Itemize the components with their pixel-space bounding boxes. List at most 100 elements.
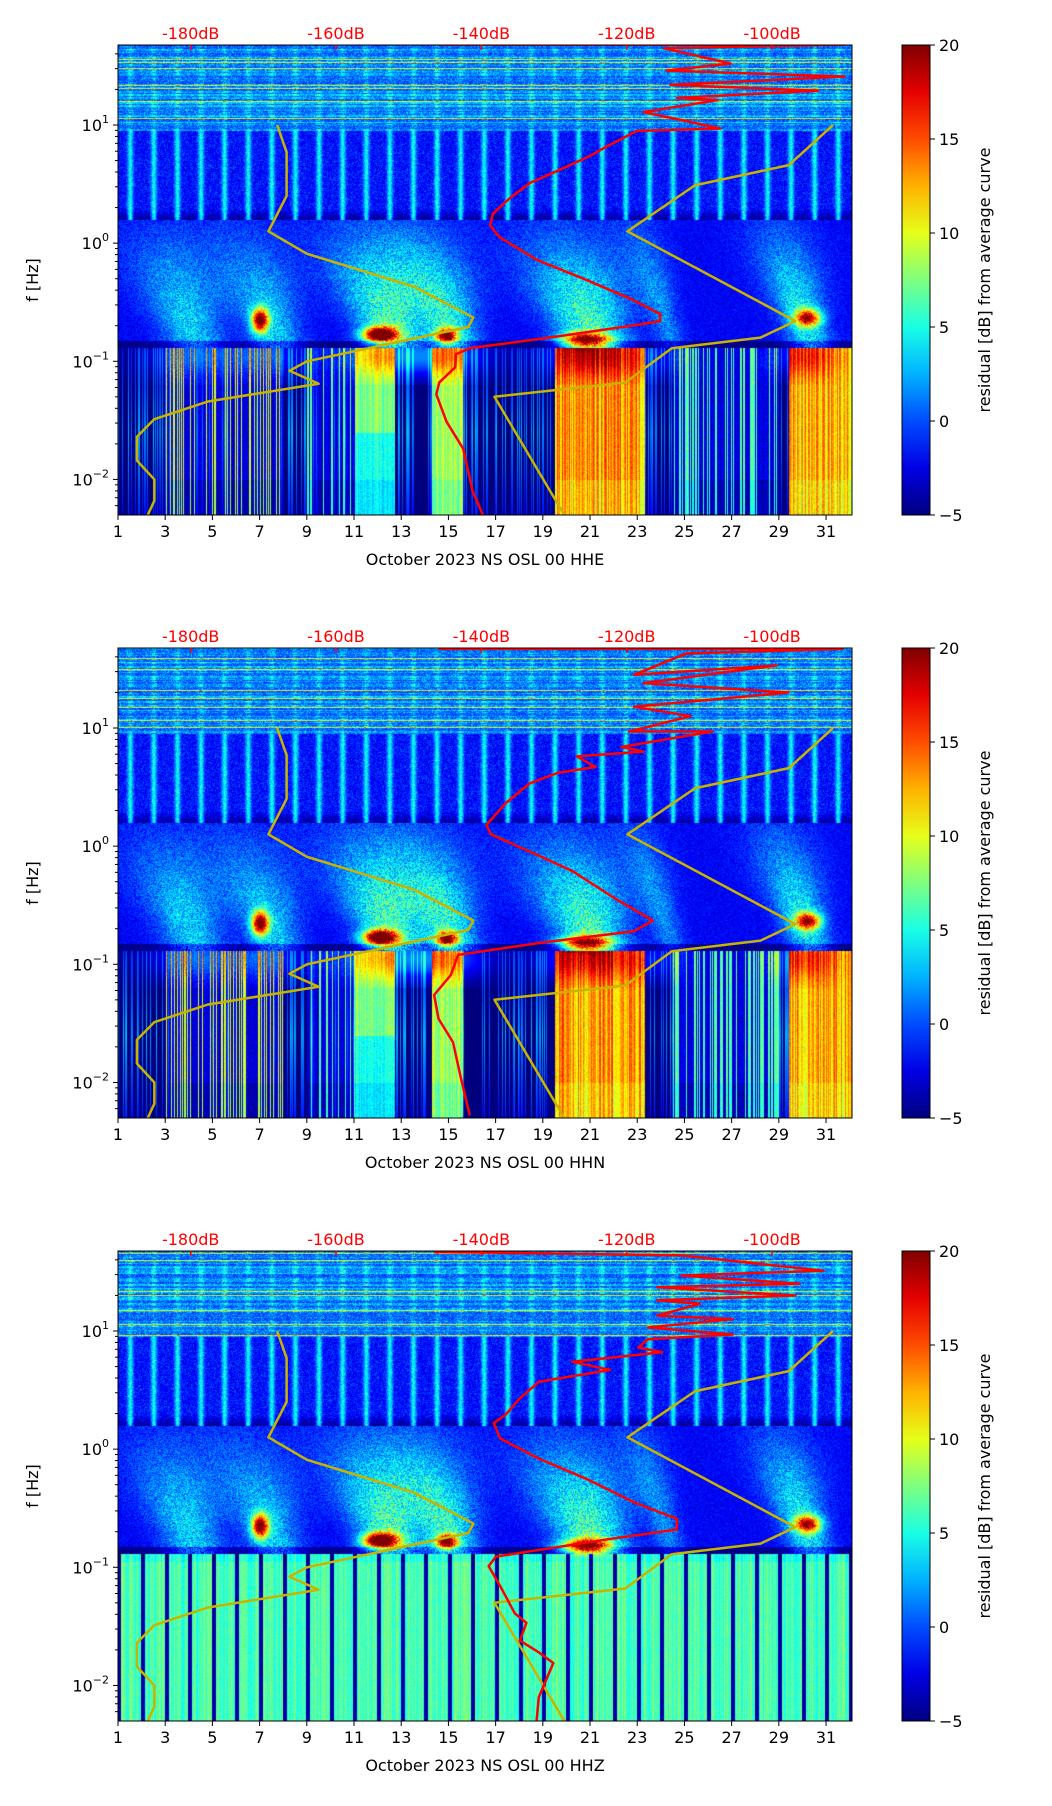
spectrogram-panel-hhn: -180dB -160dB -140dB -120dB -100dB 1 3 5 7 9 11 13 1… <box>0 603 1052 1203</box>
colorbar-tick-label: 5 <box>939 318 949 337</box>
y-axis-tick-label: 10−2 <box>72 1070 109 1092</box>
x-axis-tick-label: 29 <box>769 1125 789 1144</box>
spectrogram-heatmap <box>118 45 852 515</box>
colorbar-tick-label: −5 <box>939 506 963 525</box>
y-tick-exponent: 1 <box>102 716 109 729</box>
y-axis-tick-label: 101 <box>82 1319 109 1341</box>
top-axis-tick-label: -100dB <box>743 627 800 646</box>
y-axis-tick-label: 101 <box>82 113 109 135</box>
x-axis-tick-label: 21 <box>580 1125 600 1144</box>
high-noise-model-curve <box>493 727 834 1118</box>
y-axis-label: f [Hz] <box>23 1464 42 1508</box>
top-axis-tick-label: -160dB <box>307 24 364 43</box>
x-axis-tick-label: 23 <box>627 522 647 541</box>
median-psd-curve <box>435 45 846 515</box>
x-axis-tick-label: 29 <box>769 522 789 541</box>
y-tick-base: 10 <box>82 1440 102 1459</box>
spectrogram-heatmap <box>118 648 852 1118</box>
x-axis-label: October 2023 NS OSL 00 HHZ <box>365 1756 604 1775</box>
x-axis-tick-label: 19 <box>533 1125 553 1144</box>
x-axis-tick-label: 5 <box>207 1125 217 1144</box>
x-axis-tick-label: 31 <box>816 1728 836 1747</box>
y-tick-base: 10 <box>82 719 102 738</box>
x-axis-tick-label: 1 <box>113 1125 123 1144</box>
top-axis-tick-label: -120dB <box>598 1230 655 1249</box>
top-axis-tick-label: -180dB <box>162 24 219 43</box>
x-axis-tick-label: 13 <box>391 1125 411 1144</box>
x-axis-tick-label: 17 <box>485 522 505 541</box>
x-axis-tick-label: 23 <box>627 1125 647 1144</box>
x-axis-tick-label: 25 <box>674 522 694 541</box>
low-noise-model-curve <box>135 1330 475 1721</box>
colorbar <box>901 647 931 1119</box>
plot-frame <box>117 1250 853 1722</box>
colorbar-tick-label: 5 <box>939 1524 949 1543</box>
y-tick-base: 10 <box>82 1322 102 1341</box>
x-axis-tick-label: 1 <box>113 522 123 541</box>
y-tick-exponent: −2 <box>93 1673 109 1686</box>
x-axis-tick-label: 13 <box>391 1728 411 1747</box>
top-axis-tick-label: -160dB <box>307 627 364 646</box>
median-psd-curve <box>432 648 844 1116</box>
plot-frame <box>117 647 853 1119</box>
x-axis-tick-label: 7 <box>255 522 265 541</box>
colorbar-tick-label: 15 <box>939 733 959 752</box>
spectrogram-heatmap <box>118 1251 852 1721</box>
x-axis-tick-label: 27 <box>721 522 741 541</box>
y-tick-base: 10 <box>82 116 102 135</box>
colorbar-tick-label: 20 <box>939 36 959 55</box>
x-axis-tick-label: 15 <box>438 1728 458 1747</box>
x-axis-label: October 2023 NS OSL 00 HHN <box>365 1153 605 1172</box>
colorbar-tick-label: 0 <box>939 1015 949 1034</box>
x-axis-tick-label: 19 <box>533 522 553 541</box>
x-axis-tick-label: 11 <box>344 1728 364 1747</box>
x-axis-tick-label: 15 <box>438 1125 458 1144</box>
x-axis-tick-label: 29 <box>769 1728 789 1747</box>
y-tick-base: 10 <box>72 1073 92 1092</box>
x-axis-tick-label: 19 <box>533 1728 553 1747</box>
x-axis-tick-label: 9 <box>302 1125 312 1144</box>
x-axis-tick-label: 7 <box>255 1125 265 1144</box>
y-tick-exponent: 1 <box>102 1319 109 1332</box>
colorbar-tick-label: 15 <box>939 1336 959 1355</box>
top-axis-tick-label: -120dB <box>598 627 655 646</box>
plot-frame <box>117 44 853 516</box>
y-tick-base: 10 <box>82 837 102 856</box>
median-psd-curve <box>434 1251 825 1721</box>
y-axis-tick-label: 10−1 <box>72 1555 109 1577</box>
colorbar-tick-label: −5 <box>939 1109 963 1128</box>
spectrogram-panel-hhe: -180dB -160dB -140dB -120dB -100dB 1 3 5 7 9 11 13 1… <box>0 0 1052 600</box>
y-axis-tick-label: 100 <box>82 231 109 253</box>
x-axis-tick-label: 31 <box>816 1125 836 1144</box>
x-axis-tick-label: 27 <box>721 1125 741 1144</box>
x-axis-tick-label: 27 <box>721 1728 741 1747</box>
top-axis-tick-label: -100dB <box>743 24 800 43</box>
x-axis-tick-label: 9 <box>302 1728 312 1747</box>
x-axis-tick-label: 31 <box>816 522 836 541</box>
y-axis-label: f [Hz] <box>23 861 42 905</box>
y-axis-tick-label: 10−2 <box>72 1673 109 1695</box>
top-axis-tick-label: -120dB <box>598 24 655 43</box>
high-noise-model-curve <box>493 124 834 515</box>
y-tick-exponent: 0 <box>102 834 109 847</box>
x-axis-tick-label: 15 <box>438 522 458 541</box>
x-axis-tick-label: 25 <box>674 1728 694 1747</box>
x-axis-tick-label: 17 <box>485 1125 505 1144</box>
x-axis-tick-label: 5 <box>207 522 217 541</box>
colorbar-tick-label: 10 <box>939 1430 959 1449</box>
top-axis-tick-label: -100dB <box>743 1230 800 1249</box>
y-tick-exponent: 0 <box>102 1437 109 1450</box>
x-axis-tick-label: 1 <box>113 1728 123 1747</box>
colorbar-label: residual [dB] from average curve <box>975 751 994 1016</box>
y-tick-base: 10 <box>72 955 92 974</box>
low-noise-model-curve <box>135 124 475 515</box>
x-axis-tick-label: 21 <box>580 522 600 541</box>
top-axis-tick-label: -140dB <box>453 627 510 646</box>
colorbar <box>901 1250 931 1722</box>
y-tick-base: 10 <box>72 1676 92 1695</box>
y-tick-exponent: −1 <box>93 349 109 362</box>
x-axis-tick-label: 17 <box>485 1728 505 1747</box>
x-axis-tick-label: 11 <box>344 1125 364 1144</box>
